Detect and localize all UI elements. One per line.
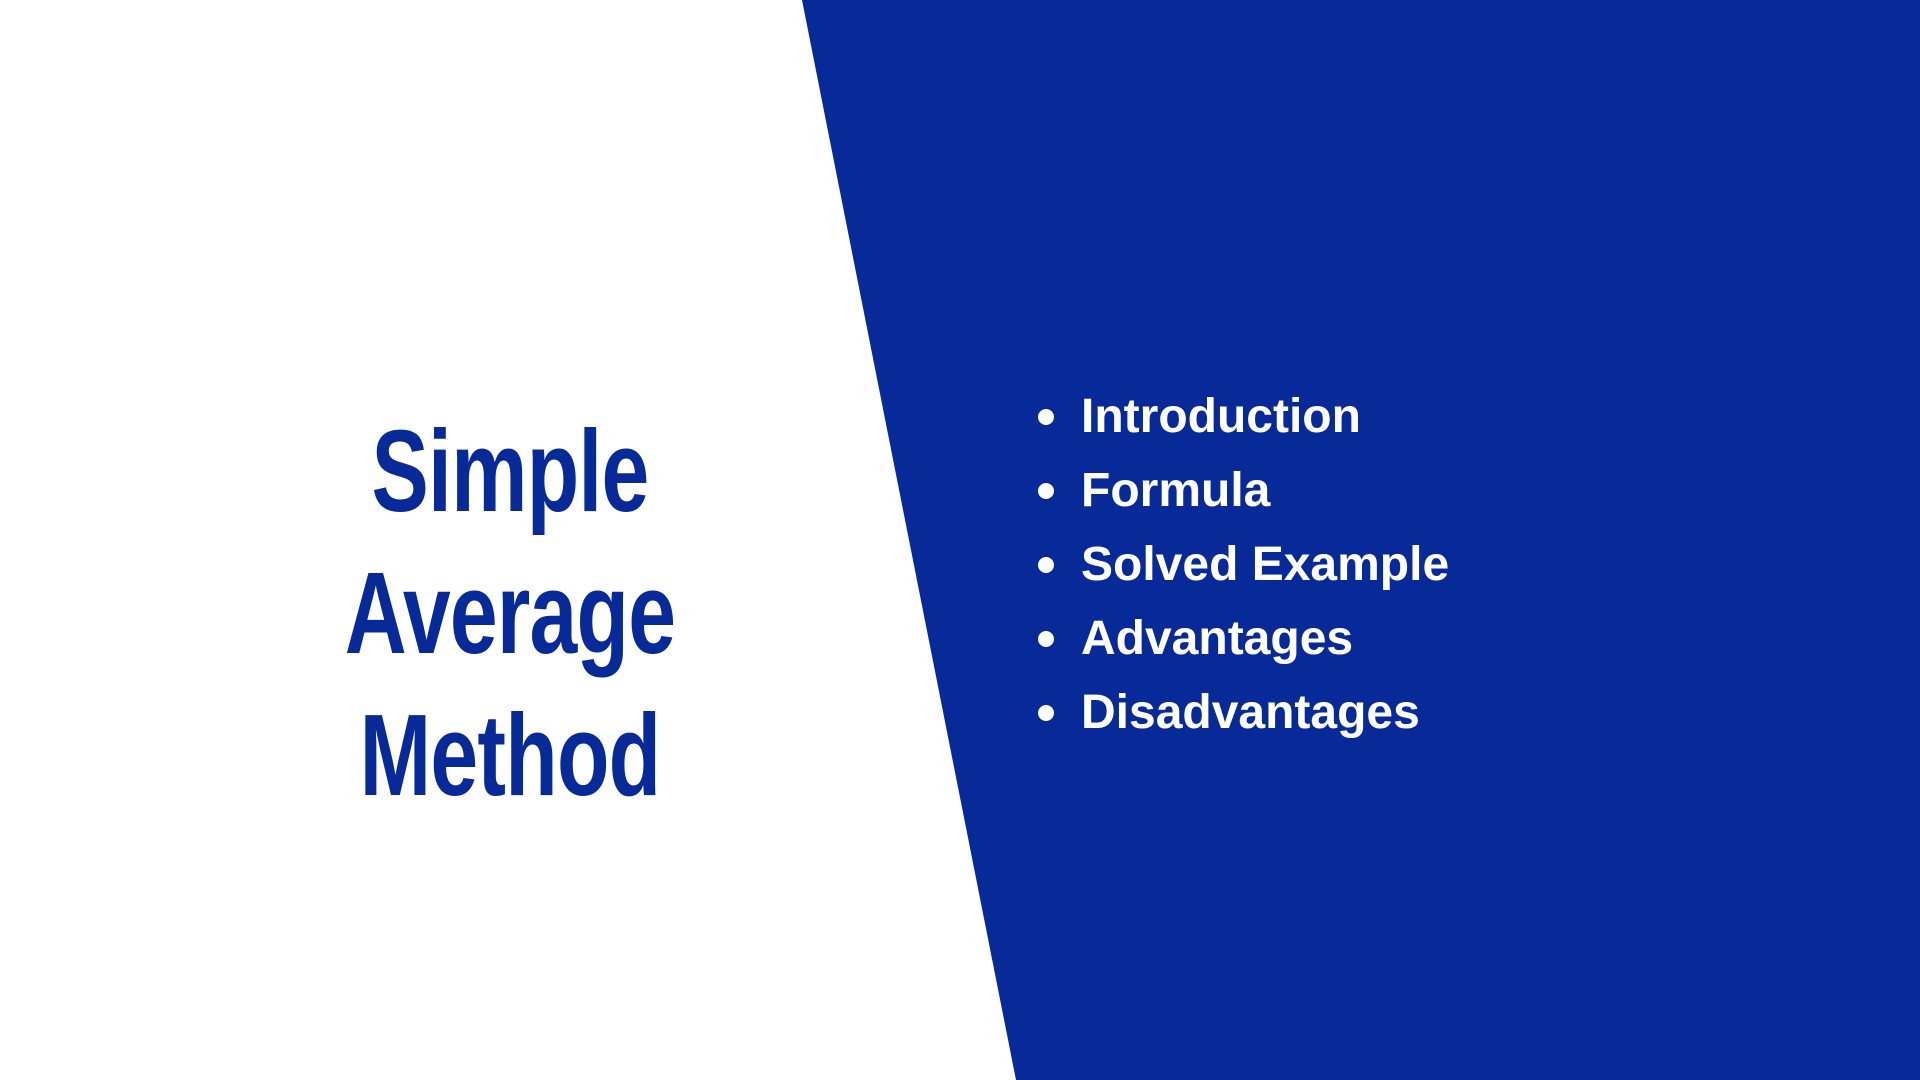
agenda-item: Solved Example: [1038, 528, 1449, 602]
agenda-item: Disadvantages: [1038, 676, 1449, 750]
bullet-icon: [1038, 557, 1054, 573]
agenda-list: Introduction Formula Solved Example Adva…: [1038, 380, 1449, 750]
agenda-item-label: Advantages: [1081, 612, 1354, 665]
title-line-1: Simple Average: [344, 406, 676, 678]
slide-title: Simple Average Method: [110, 400, 910, 826]
bullet-icon: [1038, 409, 1054, 425]
agenda-item: Formula: [1038, 454, 1449, 528]
agenda-item-label: Solved Example: [1081, 538, 1450, 591]
agenda-item: Introduction: [1038, 380, 1449, 454]
bullet-icon: [1038, 483, 1054, 499]
agenda-item-label: Disadvantages: [1081, 686, 1420, 739]
title-line-2: Method: [359, 690, 661, 820]
bullet-icon: [1038, 705, 1054, 721]
bullet-icon: [1038, 631, 1054, 647]
blue-panel-shape: [802, 0, 1920, 1080]
agenda-item-label: Formula: [1081, 464, 1271, 517]
agenda-item-label: Introduction: [1081, 390, 1361, 443]
agenda-item: Advantages: [1038, 602, 1449, 676]
